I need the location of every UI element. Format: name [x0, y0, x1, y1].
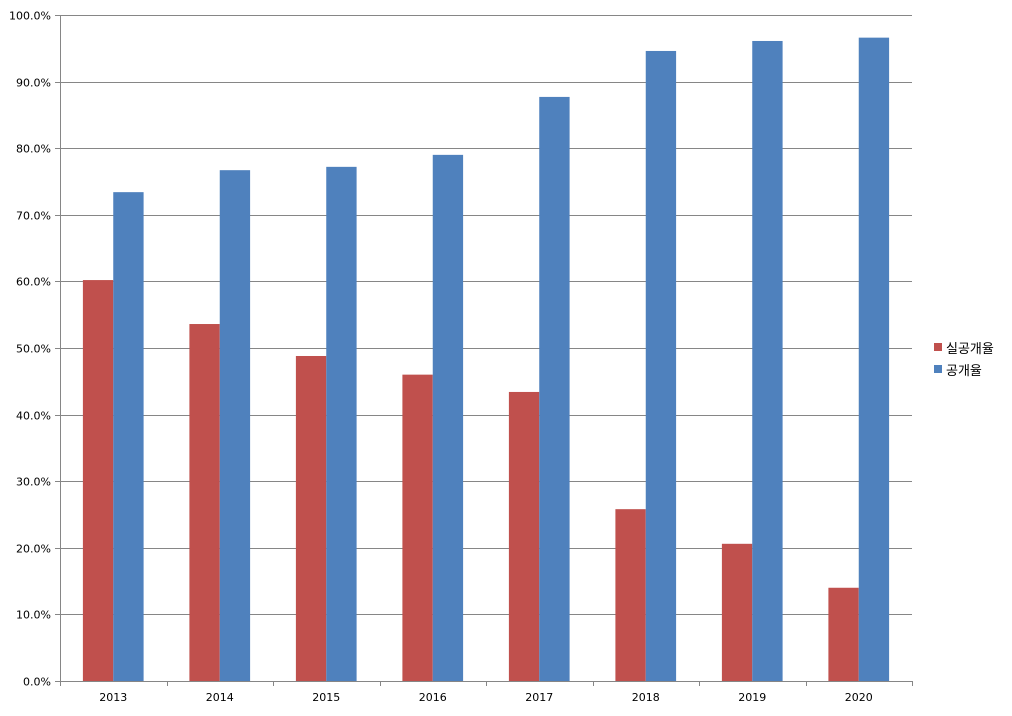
bar-series-1-2015	[295, 355, 327, 681]
y-tick-label: 40.0%	[16, 410, 51, 423]
gridlines	[60, 15, 912, 682]
bar-series-1-2014	[189, 324, 220, 681]
bar-series-1-2017	[508, 391, 540, 681]
legend-swatch-series-1	[934, 343, 942, 351]
bar-series-2-2018	[645, 50, 677, 682]
x-tick-label: 2019	[738, 691, 766, 704]
bar-series-2-2017	[539, 96, 570, 682]
x-tick-label: 2018	[632, 691, 660, 704]
bar-series-2-2014	[219, 170, 251, 682]
y-tick-label: 50.0%	[16, 343, 51, 356]
bar-series-1-2016	[402, 374, 433, 681]
bar-series-2-2013	[113, 192, 144, 681]
x-tick-label: 2016	[419, 691, 447, 704]
x-tick-labels: 2013 2014 2015 2016 2017 2018 2019 2020	[99, 691, 873, 704]
y-tick-label: 80.0%	[16, 143, 51, 156]
bar-series-2-2015	[326, 166, 357, 681]
x-tick-label: 2017	[525, 691, 553, 704]
x-tick-label: 2020	[845, 691, 873, 704]
x-tick-label: 2015	[312, 691, 340, 704]
y-tick-label: 70.0%	[16, 210, 51, 223]
y-tick-label: 60.0%	[16, 276, 51, 289]
x-tick-label: 2013	[99, 691, 127, 704]
legend-label-series-1: 실공개율	[946, 341, 994, 357]
legend-item-series-1: 실공개율	[934, 336, 994, 358]
legend-swatch-series-2	[934, 365, 942, 373]
y-tick-label: 0.0%	[23, 676, 51, 689]
y-tick-label: 90.0%	[16, 77, 51, 90]
bar-series-1-2020	[828, 587, 859, 681]
y-tick-label: 10.0%	[16, 609, 51, 622]
legend: 실공개율 공개율	[934, 336, 994, 380]
y-tick-label: 20.0%	[16, 543, 51, 556]
bar-series-2-2019	[752, 40, 783, 681]
y-tick-label: 100.0%	[9, 10, 51, 23]
legend-item-series-2: 공개율	[934, 358, 994, 380]
bar-series-1-2019	[721, 543, 753, 681]
y-tick-labels: 0.0% 10.0% 20.0% 30.0% 40.0% 50.0% 60.0% 70.0% 8…	[9, 10, 51, 689]
bar-series-1-2013	[82, 280, 114, 681]
y-tick-label: 30.0%	[16, 476, 51, 489]
axes	[55, 15, 913, 686]
bar-series-2-2020	[858, 37, 890, 682]
legend-label-series-2: 공개율	[946, 363, 982, 379]
bar-series-1-2018	[615, 509, 646, 681]
bars	[82, 37, 890, 682]
x-tick-label: 2014	[206, 691, 234, 704]
bar-series-2-2016	[432, 154, 464, 682]
